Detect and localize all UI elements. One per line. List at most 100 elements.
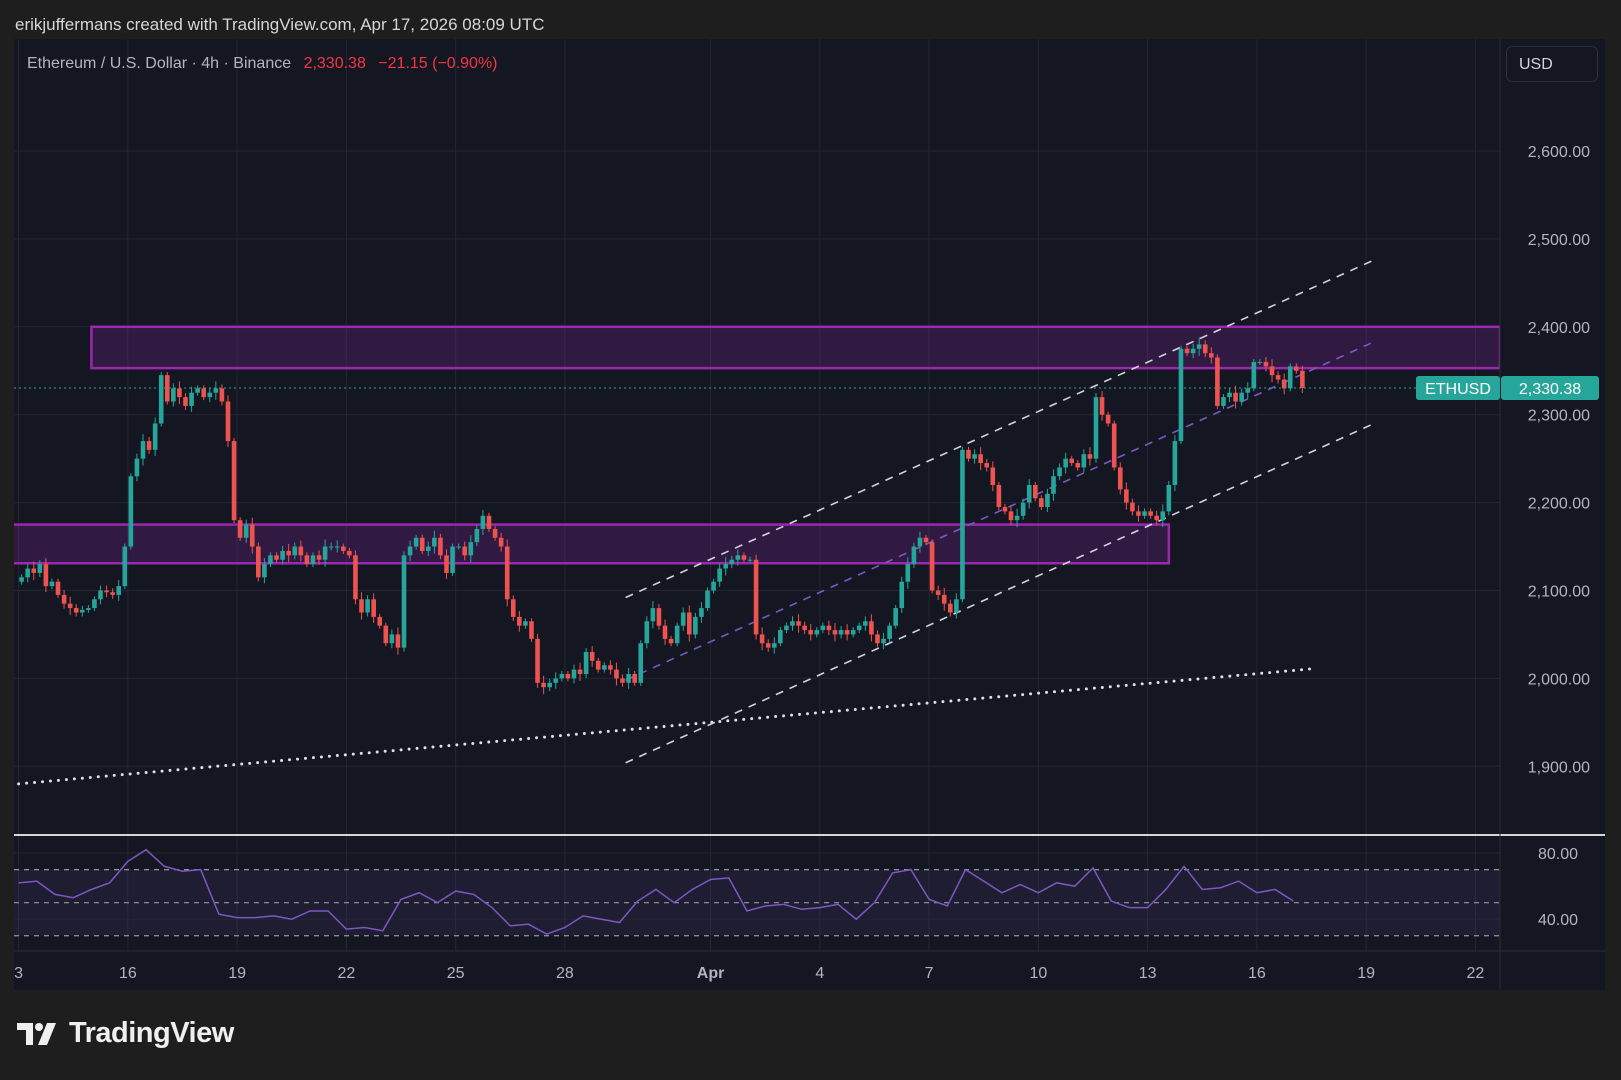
- candle-up: [905, 557, 911, 589]
- candle-body: [1063, 458, 1068, 468]
- candle-body: [407, 546, 413, 556]
- candle-body: [1008, 511, 1014, 521]
- candle-body: [1160, 511, 1166, 521]
- candle-body: [450, 546, 455, 573]
- candle-body: [510, 599, 516, 617]
- candle-body: [322, 546, 328, 560]
- price-tick-label: 2,100.00: [1528, 584, 1590, 601]
- candle-body: [1093, 397, 1099, 459]
- candle-up: [893, 605, 898, 629]
- candle-down: [517, 610, 522, 632]
- candle-down: [1269, 359, 1275, 383]
- candle-body: [674, 625, 680, 644]
- resistance-zone: [90, 325, 1500, 370]
- candle-body: [966, 449, 971, 459]
- candle-down: [1002, 503, 1008, 515]
- candle-up: [1245, 382, 1251, 399]
- dotted-trendline: [17, 667, 1315, 786]
- trendlines: [17, 260, 1373, 786]
- candle-down: [796, 614, 801, 633]
- rsi-pane: [14, 848, 1500, 937]
- time-axis[interactable]: 3 16 19 22 25 28 Apr 4 7 10 13 16 19 22: [14, 965, 1484, 982]
- candle-down: [632, 671, 637, 686]
- candle-down: [1275, 371, 1281, 384]
- candle-up: [717, 563, 722, 587]
- candle-down: [1087, 447, 1093, 466]
- candle-body: [808, 630, 813, 635]
- price-axis[interactable]: 2,600.00 2,500.00 2,400.00 2,300.00 2,200.00…: [1528, 144, 1590, 776]
- candle-up: [328, 542, 334, 551]
- candle-body: [541, 682, 546, 688]
- candle-down: [219, 384, 225, 406]
- candle-body: [73, 608, 79, 613]
- candle-body: [1032, 485, 1038, 499]
- channel-line: [625, 423, 1373, 764]
- candle-down: [164, 372, 170, 405]
- candle-up: [911, 542, 917, 569]
- candle-down: [61, 589, 67, 609]
- candle-up: [887, 622, 892, 642]
- channel-line: [625, 341, 1373, 681]
- candle-body: [608, 665, 613, 670]
- candle-up: [1221, 394, 1226, 409]
- candle-up: [365, 595, 370, 617]
- tradingview-logo[interactable]: TradingView: [17, 1017, 234, 1050]
- candle-body: [292, 546, 298, 556]
- candle-body: [1300, 370, 1305, 388]
- candle-down: [529, 618, 534, 642]
- candle-body: [80, 609, 85, 613]
- candle-up: [571, 664, 577, 684]
- candle-up: [407, 540, 413, 562]
- candle-up: [1160, 504, 1166, 528]
- time-tick-label: Apr: [697, 965, 725, 982]
- candle-up: [553, 672, 559, 689]
- time-tick-label: 22: [337, 965, 355, 982]
- tradingview-logo-icon: [17, 1022, 56, 1045]
- candle-body: [559, 674, 565, 679]
- candle-body: [171, 388, 176, 402]
- candle-body: [1002, 506, 1008, 512]
- candle-body: [353, 555, 358, 600]
- candle-body: [377, 616, 383, 626]
- candle-body: [134, 458, 140, 477]
- candle-body: [620, 678, 625, 683]
- candle-down: [948, 599, 953, 617]
- rsi-axis[interactable]: 80.00 40.00: [1538, 846, 1578, 929]
- candle-down: [1099, 391, 1105, 421]
- candle-up: [954, 593, 959, 619]
- candle-body: [820, 625, 826, 631]
- candle-body: [747, 559, 753, 561]
- candle-body: [98, 590, 103, 600]
- candle-body: [1245, 388, 1251, 393]
- candle-up: [432, 530, 437, 554]
- candle-up: [674, 622, 680, 647]
- candle-down: [177, 381, 182, 405]
- chart-attribution: erikjuffermans created with TradingView.…: [15, 15, 545, 34]
- candle-body: [723, 564, 729, 569]
- candle-body: [474, 528, 480, 543]
- candle-up: [1093, 393, 1099, 463]
- candle-body: [225, 401, 231, 442]
- candle-body: [1166, 485, 1172, 512]
- candle-down: [595, 657, 601, 673]
- candle-up: [425, 541, 431, 556]
- candle-up: [723, 557, 729, 576]
- time-tick-label: 3: [14, 965, 23, 982]
- candle-down: [316, 550, 322, 565]
- candle-body: [1130, 502, 1135, 512]
- candle-body: [86, 608, 91, 610]
- candle-up: [856, 622, 862, 634]
- currency-button[interactable]: USD: [1506, 46, 1598, 82]
- tradingview-logo-text: TradingView: [69, 1017, 234, 1049]
- candle-down: [668, 635, 674, 647]
- candle-down: [1075, 460, 1081, 471]
- candle-body: [765, 643, 771, 648]
- candle-up: [389, 629, 395, 649]
- candle-body: [832, 630, 838, 635]
- candle-body: [383, 625, 389, 644]
- candle-up: [310, 552, 316, 568]
- candle-down: [759, 627, 765, 651]
- candle-body: [553, 678, 559, 683]
- candle-down: [359, 592, 364, 620]
